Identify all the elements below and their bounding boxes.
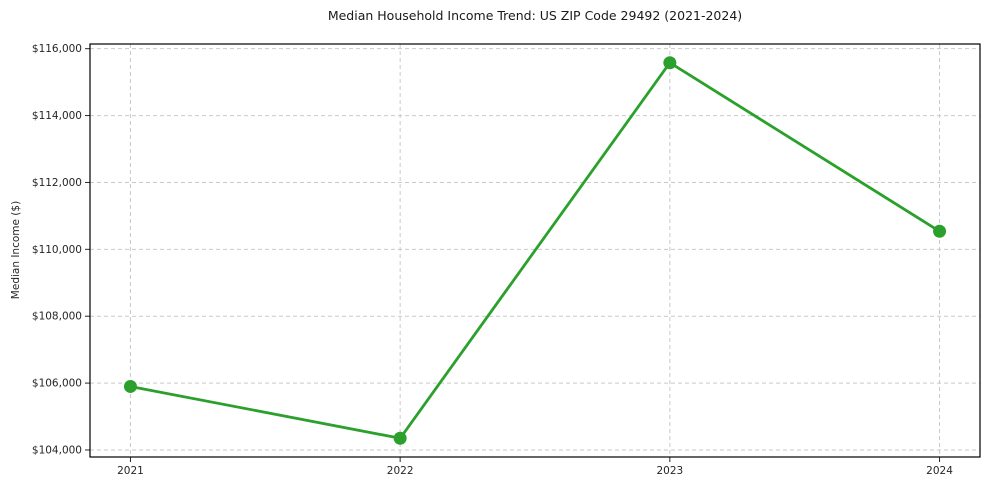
data-point-2023	[663, 56, 677, 70]
y-tick-label: $114,000	[32, 110, 82, 122]
y-tick-label: $110,000	[32, 244, 82, 256]
y-tick-label: $112,000	[32, 177, 82, 189]
y-tick-label: $104,000	[32, 444, 82, 456]
y-tick-label: $108,000	[32, 311, 82, 323]
x-tick-label: 2022	[387, 465, 414, 477]
y-tick-label: $116,000	[32, 43, 82, 55]
data-point-2022	[393, 431, 407, 445]
plot-border	[89, 43, 981, 458]
x-tick-label: 2024	[926, 465, 953, 477]
data-point-2021	[123, 379, 137, 393]
trend-line	[129, 61, 941, 440]
chart-title: Median Household Income Trend: US ZIP Co…	[327, 8, 743, 23]
data-point-2024	[933, 224, 947, 238]
x-tick-label: 2021	[117, 465, 144, 477]
x-tick-label: 2023	[656, 465, 683, 477]
y-tick-label: $106,000	[32, 378, 82, 390]
